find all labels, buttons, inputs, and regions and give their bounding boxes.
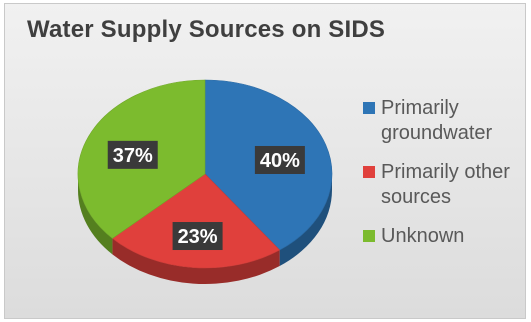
- pie-chart: 40% 23% 37%: [77, 79, 333, 284]
- pie-slice-primarily-other-sources: [111, 173, 281, 269]
- legend-item-groundwater: Primarily groundwater: [363, 96, 528, 146]
- pie-side-1: [112, 238, 280, 284]
- data-label-text-0: 40%: [260, 150, 300, 172]
- legend-swatch-other-sources: [363, 166, 375, 178]
- legend-label-unknown: Unknown: [381, 225, 465, 247]
- legend: Primarily groundwater Primarily other so…: [363, 96, 528, 263]
- data-label-text-2: 37%: [113, 145, 153, 167]
- legend-swatch-groundwater: [363, 102, 375, 114]
- data-label-box-0: [254, 145, 305, 174]
- data-label-2: 37%: [107, 140, 158, 169]
- data-label-0: 40%: [254, 145, 305, 174]
- legend-label-other-sources: Primarily other sources: [381, 161, 510, 208]
- legend-label-groundwater: Primarily groundwater: [381, 97, 493, 144]
- data-label-box-2: [107, 140, 158, 169]
- pie-side-walls: [78, 174, 332, 284]
- chart-title: Water Supply Sources on SIDS: [27, 16, 386, 43]
- legend-item-other-sources: Primarily other sources: [363, 160, 528, 210]
- data-label-text-1: 23%: [178, 226, 218, 248]
- pie-side-2: [78, 174, 113, 255]
- pie-side-0: [279, 174, 332, 267]
- legend-swatch-unknown: [363, 230, 375, 242]
- chart-area: Water Supply Sources on SIDS 40% 23% 37% P…: [4, 3, 526, 319]
- data-label-1: 23%: [172, 222, 223, 251]
- legend-item-unknown: Unknown: [363, 224, 528, 249]
- data-label-box-1: [172, 222, 223, 251]
